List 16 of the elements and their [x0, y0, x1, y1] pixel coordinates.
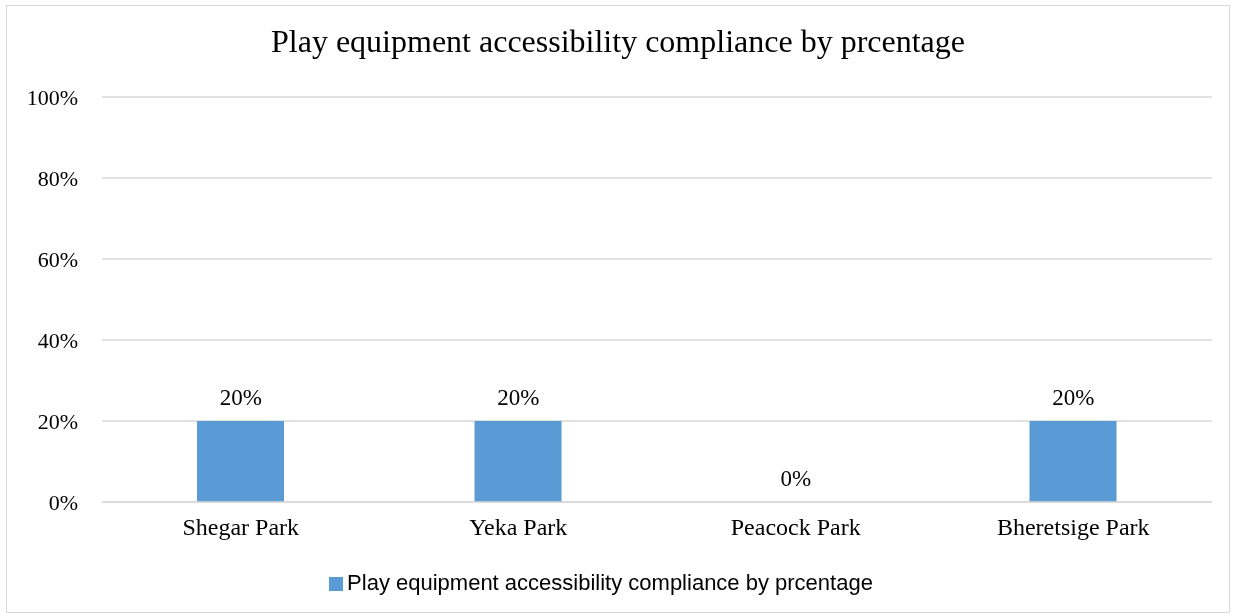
x-tick-label: Shegar Park [182, 514, 300, 541]
data-label: 20% [497, 385, 540, 410]
y-tick-label: 100% [26, 84, 78, 110]
chart-title: Play equipment accessibility compliance by prcentage [270, 22, 966, 61]
data-label: 20% [1052, 385, 1095, 410]
y-tick-label: 0% [48, 489, 78, 515]
x-tick-label: Bheretsige Park [996, 514, 1150, 541]
y-tick-label: 20% [37, 408, 78, 434]
data-label: 0% [780, 466, 812, 491]
y-tick-label: 40% [37, 327, 78, 353]
y-tick-label: 80% [37, 165, 78, 191]
data-label: 20% [219, 385, 262, 410]
x-tick-label: Yeka Park [469, 514, 568, 541]
x-tick-label: Peacock Park [730, 514, 861, 541]
legend-label: Play equipment accessibility compliance by prcentage [347, 570, 873, 595]
y-tick-label: 60% [37, 246, 78, 272]
